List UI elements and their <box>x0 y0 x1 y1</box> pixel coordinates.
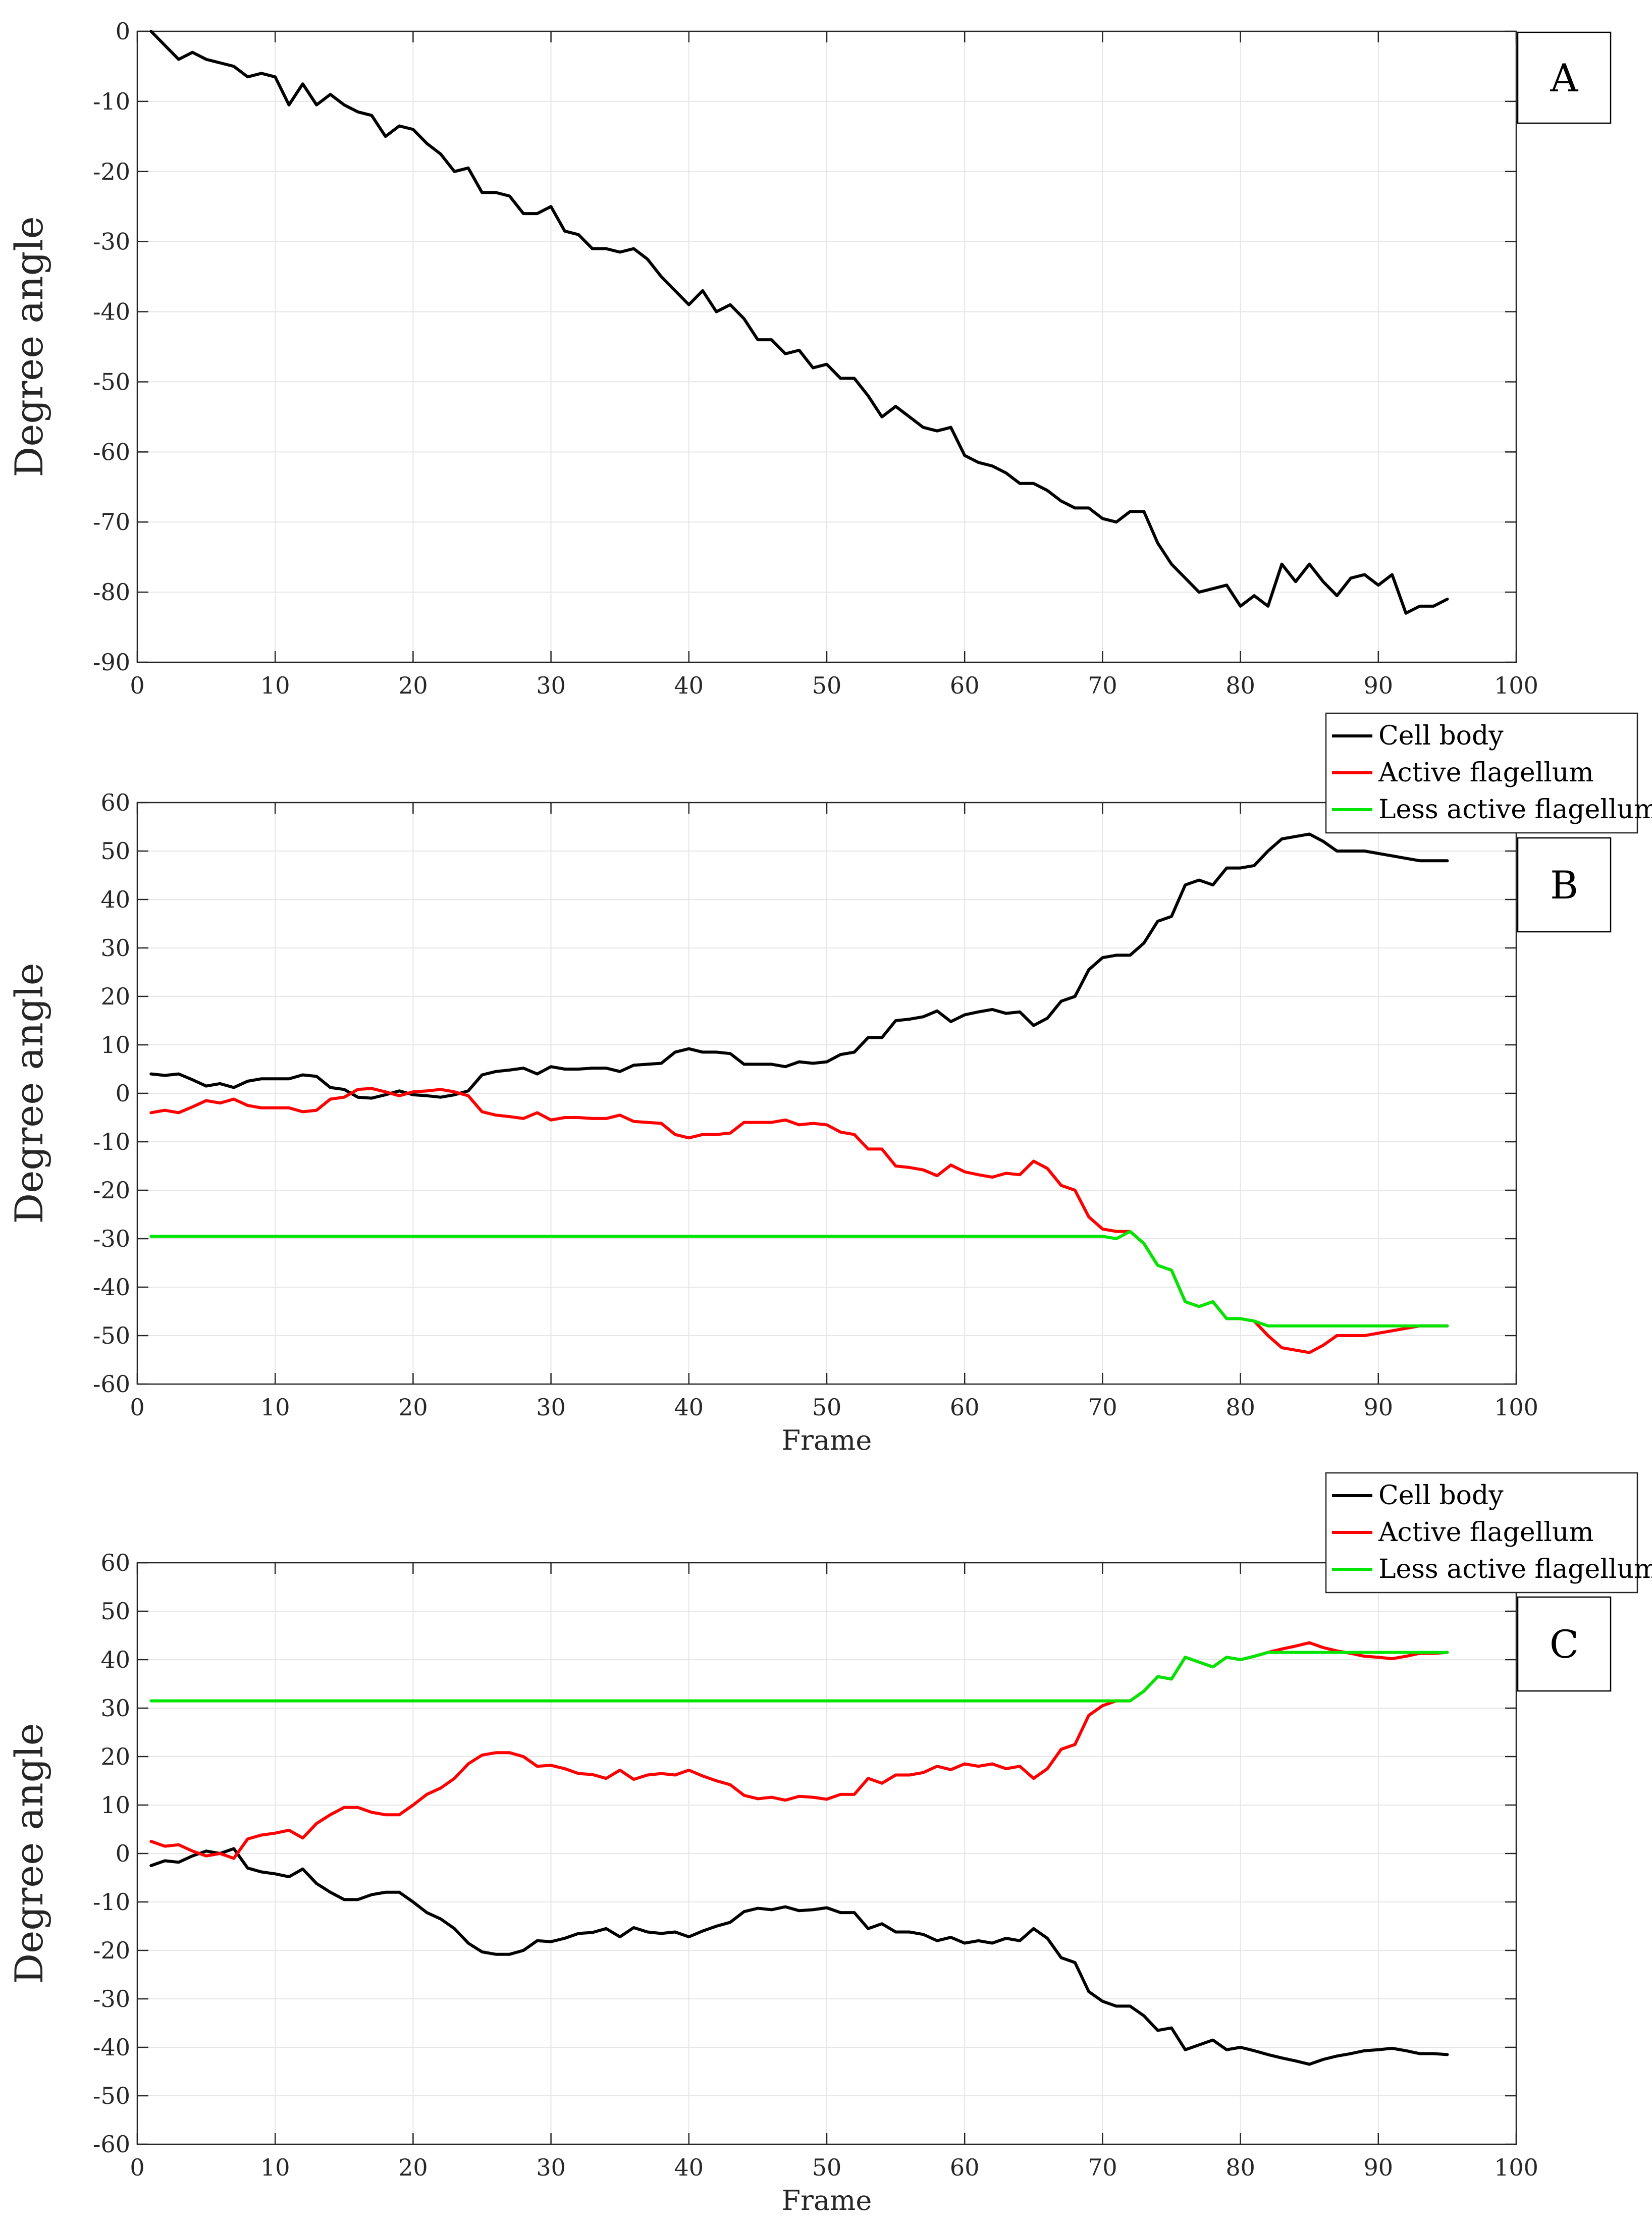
legend: Cell body Active flagellum Less active fla… <box>1325 712 1652 834</box>
legend-label: Cell body <box>1378 721 1504 751</box>
y-tick-label: -40 <box>93 1274 130 1301</box>
panel-label: B <box>1550 863 1578 908</box>
x-tick-label: 60 <box>950 672 980 699</box>
legend-label: Active flagellum <box>1378 1517 1594 1548</box>
y-tick-label: -60 <box>93 438 130 465</box>
x-tick-label: 10 <box>260 2154 290 2181</box>
x-tick-label: 40 <box>674 672 704 699</box>
y-tick-label: -30 <box>93 1225 130 1252</box>
legend: Cell body Active flagellum Less active fla… <box>1325 1472 1652 1594</box>
x-tick-label: 60 <box>950 2154 980 2181</box>
y-tick-label: -20 <box>93 1177 130 1204</box>
series-line-cell-body <box>149 30 1449 615</box>
panel-label: A <box>1550 56 1579 100</box>
x-tick-label: 70 <box>1088 1394 1117 1421</box>
y-axis-title: Degree angle <box>7 963 51 1224</box>
x-tick-label: 90 <box>1364 672 1394 699</box>
series-line-cell-body <box>149 1847 1449 2066</box>
x-tick-label: 30 <box>536 672 566 699</box>
x-tick-label: 70 <box>1088 672 1117 699</box>
x-tick-label: 80 <box>1225 2154 1255 2181</box>
y-tick-label: -50 <box>93 2082 130 2109</box>
x-tick-label: 50 <box>812 672 842 699</box>
legend-box <box>1325 1472 1638 1594</box>
y-tick-label: -50 <box>93 368 130 395</box>
legend-label: Less active flagellum <box>1378 794 1652 825</box>
x-tick-label: 40 <box>674 1394 704 1421</box>
y-tick-label: 0 <box>116 1080 130 1107</box>
x-tick-label: 100 <box>1494 672 1538 699</box>
y-tick-label: -10 <box>93 1888 130 1916</box>
legend-label: Less active flagellum <box>1378 1554 1652 1584</box>
x-tick-label: 60 <box>950 1394 980 1421</box>
legend-label: Active flagellum <box>1378 758 1594 788</box>
x-tick-label: 80 <box>1225 672 1255 699</box>
x-tick-label: 70 <box>1088 2154 1117 2181</box>
panel-label: C <box>1550 1622 1579 1667</box>
legend-box <box>1325 712 1638 834</box>
y-tick-label: -30 <box>93 1985 130 2012</box>
y-axis-title: Degree angle <box>7 216 51 477</box>
y-tick-label: 60 <box>100 1549 130 1576</box>
x-tick-label: 0 <box>130 672 144 699</box>
y-tick-label: -60 <box>93 2131 130 2158</box>
y-axis-title: Degree angle <box>7 1723 51 1984</box>
x-tick-label: 20 <box>398 672 428 699</box>
x-tick-label: 50 <box>812 2154 842 2181</box>
x-tick-label: 80 <box>1225 1394 1255 1421</box>
y-tick-label: -80 <box>93 578 130 606</box>
y-tick-label: -20 <box>93 158 130 185</box>
y-tick-label: 30 <box>100 1694 130 1722</box>
x-tick-label: 100 <box>1494 1394 1538 1421</box>
panel-c: 0 10 20 30 40 50 60 70 80 90 1006050403020100-10-2… <box>7 1472 1652 2216</box>
x-tick-label: 50 <box>812 1394 842 1421</box>
y-tick-label: -30 <box>93 228 130 255</box>
y-tick-label: 20 <box>100 983 130 1010</box>
y-tick-label: -40 <box>93 298 130 326</box>
x-tick-label: 20 <box>398 2154 428 2181</box>
y-tick-label: 50 <box>100 837 130 865</box>
y-tick-label: 30 <box>100 934 130 962</box>
panel-label-box <box>1517 1596 1612 1692</box>
x-axis-title: Frame <box>782 1424 872 1456</box>
legend-label: Cell body <box>1378 1480 1504 1511</box>
x-tick-label: 90 <box>1364 1394 1394 1421</box>
series-line-less-active-flagellum <box>149 1651 1449 1703</box>
y-tick-label: 20 <box>100 1743 130 1770</box>
panel-a: 0 10 20 30 40 50 60 70 80 90 100 0 -10 -20 -30 -40 -50 -6… <box>7 18 1612 699</box>
x-tick-label: 0 <box>130 2154 144 2181</box>
y-tick-label: -60 <box>93 1370 130 1398</box>
panel-label-box <box>1517 837 1612 933</box>
x-tick-label: 10 <box>260 1394 290 1421</box>
y-tick-label: 10 <box>100 1791 130 1819</box>
x-tick-label: 0 <box>130 1394 144 1421</box>
x-tick-label: 40 <box>674 2154 704 2181</box>
x-tick-label: 10 <box>260 672 290 699</box>
x-tick-label: 100 <box>1494 2154 1538 2181</box>
series-line-less-active-flagellum <box>149 1230 1449 1328</box>
y-tick-label: -40 <box>93 2034 130 2061</box>
y-tick-label: 60 <box>100 789 130 816</box>
x-tick-label: 90 <box>1364 2154 1394 2181</box>
panel-b: 0 10 20 30 40 50 60 70 80 90 1006050403020100-10-2… <box>7 712 1652 1456</box>
y-tick-label: -10 <box>93 88 130 115</box>
y-tick-label: -90 <box>93 649 130 676</box>
series-line-cell-body <box>149 832 1449 1100</box>
y-tick-label: 0 <box>116 18 130 45</box>
y-tick-label: -10 <box>93 1128 130 1155</box>
y-tick-label: 40 <box>100 886 130 913</box>
x-tick-label: 20 <box>398 1394 428 1421</box>
x-axis-title: Frame <box>782 2185 872 2216</box>
x-tick-label: 30 <box>536 1394 566 1421</box>
y-tick-label: -50 <box>93 1322 130 1349</box>
y-tick-label: 0 <box>116 1840 130 1867</box>
y-tick-label: 40 <box>100 1646 130 1673</box>
y-tick-label: -20 <box>93 1937 130 1964</box>
y-tick-label: 50 <box>100 1598 130 1625</box>
y-tick-label: -70 <box>93 508 130 536</box>
x-tick-label: 30 <box>536 2154 566 2181</box>
y-tick-label: 10 <box>100 1031 130 1058</box>
panel-label-box <box>1517 31 1612 124</box>
